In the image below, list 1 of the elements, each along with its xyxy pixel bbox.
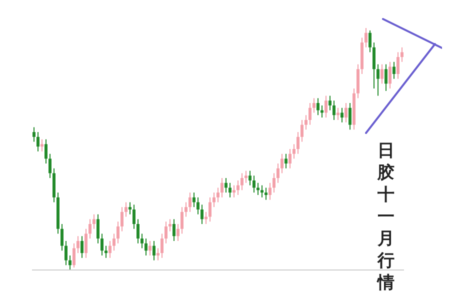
annotation: 日胶十一月行情 bbox=[376, 140, 396, 294]
